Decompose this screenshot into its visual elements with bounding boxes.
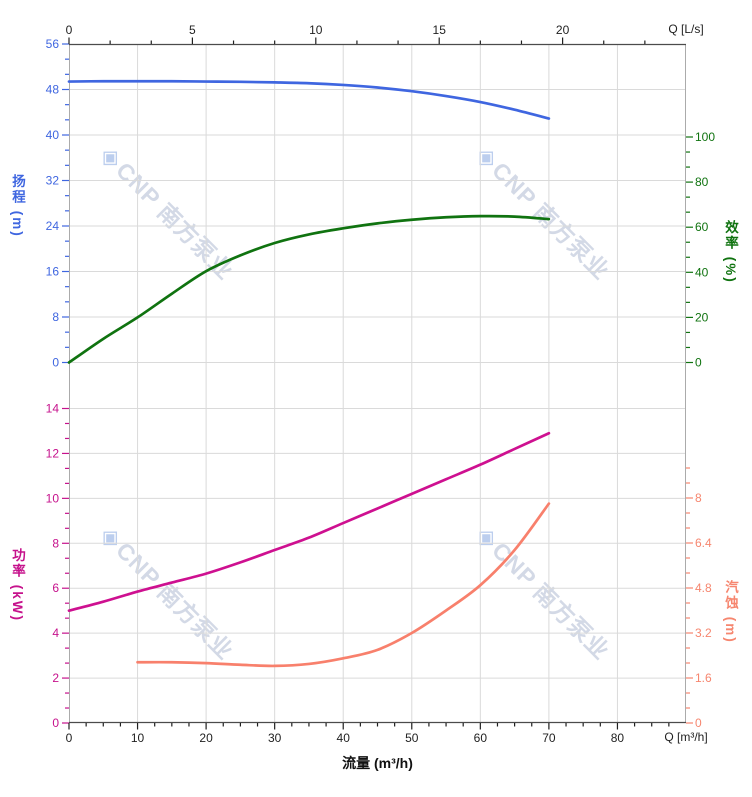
npsh-axis-title: 汽蚀 (m)	[723, 580, 738, 644]
tick-label: 16	[46, 265, 60, 279]
power-axis-title: 功率 (kW)	[10, 548, 25, 622]
tick-label: 32	[46, 174, 60, 188]
tick-label: 12	[46, 446, 60, 460]
tick-label: 48	[46, 83, 60, 97]
bottom-axis-unit-label: Q [m³/h]	[664, 730, 708, 744]
tick-label: 20	[199, 731, 213, 745]
tick-label: 60	[695, 220, 709, 234]
x-axis-title: 流量 (m³/h)	[342, 755, 413, 771]
tick-label: 14	[46, 402, 60, 416]
tick-label: 5	[189, 23, 196, 37]
top-axis-unit-label: Q [L/s]	[668, 22, 704, 36]
efficiency-curve	[67, 214, 551, 364]
tick-label: 8	[52, 310, 59, 324]
tick-label: 40	[337, 731, 351, 745]
tick-label: 10	[309, 23, 323, 37]
tick-label: 8	[695, 491, 702, 505]
tick-label: 30	[268, 731, 282, 745]
tick-label: 6.4	[695, 536, 712, 550]
tick-label: 2	[52, 671, 59, 685]
tick-label: 10	[46, 491, 60, 505]
tick-label: 0	[52, 356, 59, 370]
tick-label: 40	[46, 128, 60, 142]
tick-label: 4	[52, 626, 59, 640]
tick-label: 4.8	[695, 581, 712, 595]
axis-tick-labels: 081624324048560246810121402040608010001.…	[46, 23, 716, 745]
tick-label: 80	[611, 731, 625, 745]
npsh-curve	[136, 502, 551, 668]
axis-ticks	[62, 37, 693, 730]
plot-border	[69, 43, 686, 724]
tick-label: 50	[405, 731, 419, 745]
tick-label: 10	[131, 731, 145, 745]
tick-label: 70	[542, 731, 556, 745]
tick-label: 20	[695, 310, 709, 324]
tick-label: 60	[474, 731, 488, 745]
tick-label: 3.2	[695, 626, 712, 640]
tick-label: 8	[52, 536, 59, 550]
tick-label: 15	[433, 23, 447, 37]
tick-label: 40	[695, 265, 709, 279]
gridlines	[69, 44, 686, 723]
tick-label: 6	[52, 581, 59, 595]
tick-label: 56	[46, 37, 60, 51]
tick-label: 0	[66, 23, 73, 37]
head-axis-title: 扬程 (m)	[10, 174, 25, 238]
head-curve	[67, 79, 551, 120]
tick-label: 1.6	[695, 671, 712, 685]
tick-label: 0	[695, 356, 702, 370]
tick-label: 0	[66, 731, 73, 745]
tick-label: 80	[695, 175, 709, 189]
tick-label: 24	[46, 219, 60, 233]
tick-label: 20	[556, 23, 570, 37]
efficiency-axis-title: 效率 (%)	[723, 220, 738, 284]
tick-label: 100	[695, 130, 715, 144]
tick-label: 0	[52, 716, 59, 730]
power-curve	[67, 431, 551, 613]
tick-label: 0	[695, 716, 702, 730]
